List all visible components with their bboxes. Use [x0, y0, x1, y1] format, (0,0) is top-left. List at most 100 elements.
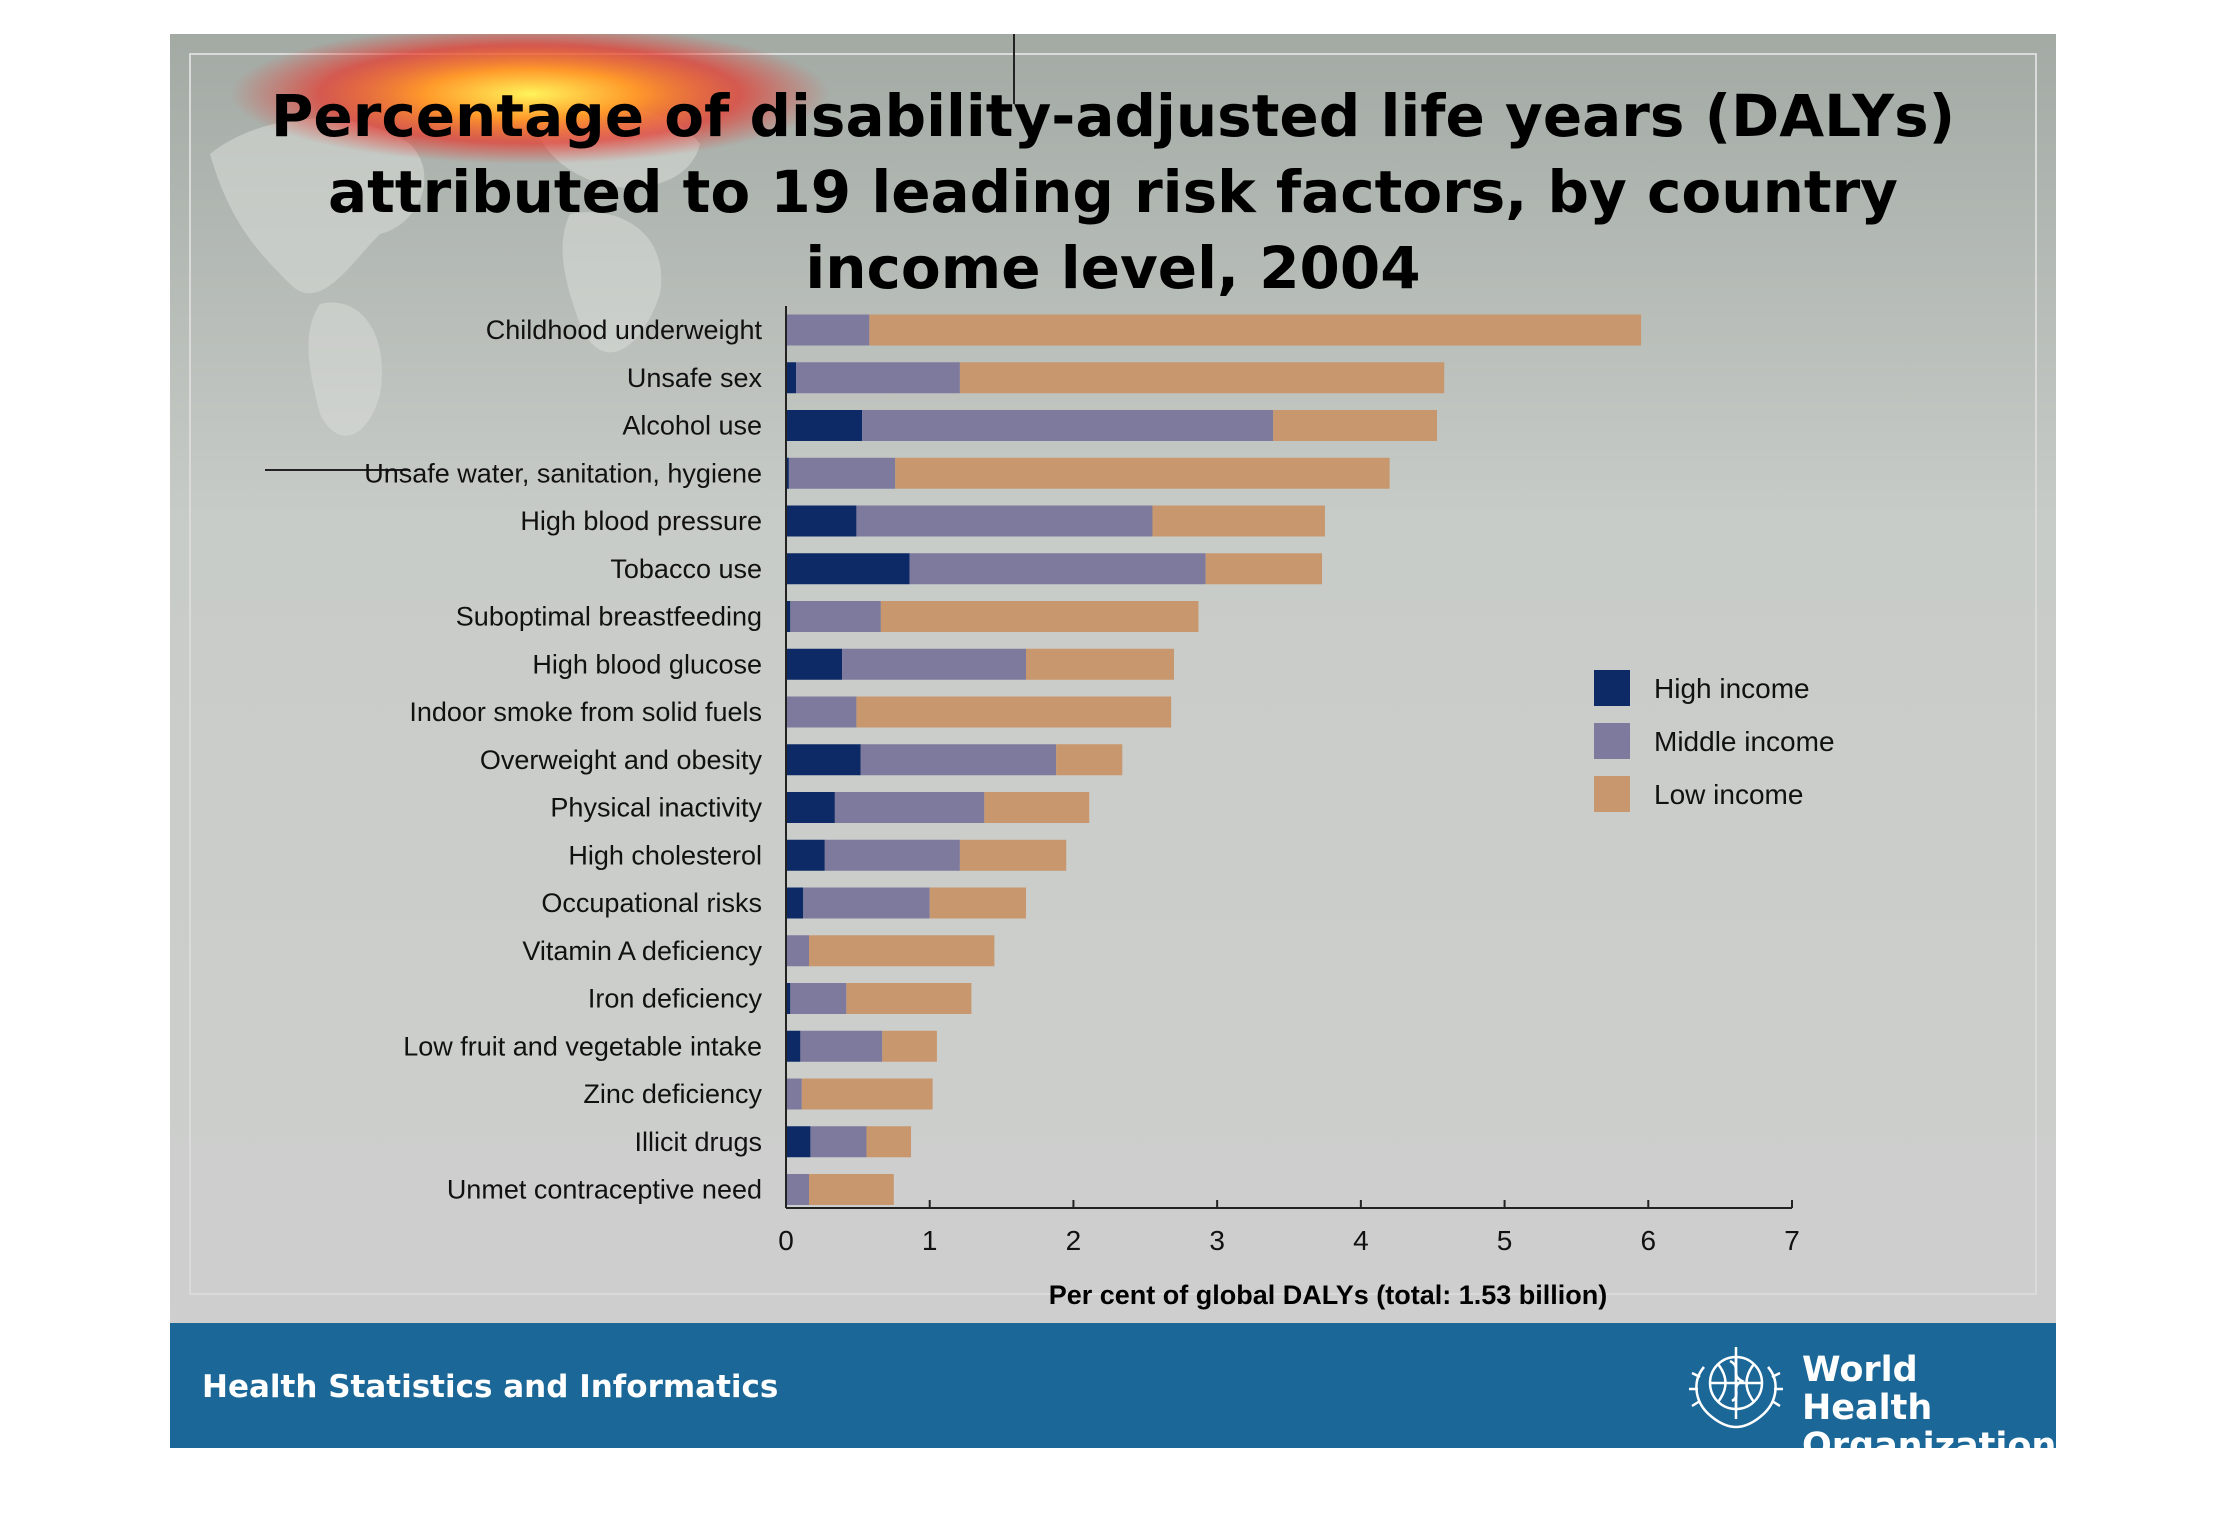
category-label: Indoor smoke from solid fuels [409, 697, 762, 727]
x-tick-label: 7 [1784, 1225, 1800, 1256]
title-line: attributed to 19 leading risk factors, b… [328, 158, 1898, 226]
category-label: Vitamin A deficiency [522, 936, 762, 966]
category-label: Physical inactivity [550, 793, 762, 823]
bar-low-income-iron-deficiency [846, 983, 972, 1014]
footer-bar: Health Statistics and Informatics World … [170, 1323, 2056, 1448]
bar-high-income-physical-inactivity [786, 792, 835, 823]
bar-high-income-unsafe-water-sanitation-hygiene [786, 457, 789, 489]
category-label: Occupational risks [541, 888, 762, 918]
bar-middle-income-unsafe-water-sanitation-hygiene [788, 457, 896, 489]
category-label: Unmet contraceptive need [447, 1175, 762, 1205]
category-labels: Childhood underweight Unsafe sex Alcohol u… [364, 315, 762, 1205]
stacked-bar-chart: Childhood underweight Unsafe sex Alcohol u… [364, 306, 1835, 1310]
bar-middle-income-vitamin-a-deficiency [786, 935, 809, 967]
bar-middle-income-overweight-and-obesity [860, 744, 1057, 776]
title-glow-decoration [230, 34, 830, 164]
who-name-text: World Health Organization [1802, 1351, 2056, 1448]
x-tick-label: 1 [922, 1225, 938, 1256]
bar-high-income-illicit-drugs [786, 1126, 811, 1158]
bar-middle-income-tobacco-use [909, 553, 1206, 585]
x-axis-ticks: 0 1 2 3 4 5 6 7 [778, 1200, 1800, 1256]
bar-low-income-physical-inactivity [984, 792, 1090, 823]
x-tick-label: 0 [778, 1225, 794, 1256]
chart-title: Percentage of disability-adjusted life y… [170, 78, 2056, 306]
bar-low-income-occupational-risks [929, 887, 1027, 919]
bar-low-income-high-blood-pressure [1152, 505, 1325, 537]
footer-department-text: Health Statistics and Informatics [202, 1369, 779, 1405]
legend-swatch-low-income [1594, 776, 1630, 812]
bar-low-income-alcohol-use [1273, 410, 1438, 441]
bar-low-income-vitamin-a-deficiency [808, 935, 995, 967]
category-label: Childhood underweight [486, 315, 763, 345]
bar-middle-income-alcohol-use [862, 410, 1274, 441]
x-tick-label: 4 [1353, 1225, 1369, 1256]
x-tick-label: 3 [1209, 1225, 1225, 1256]
bar-high-income-unsafe-sex [786, 362, 797, 394]
bars-group [786, 314, 1642, 1205]
bar-middle-income-illicit-drugs [810, 1126, 867, 1158]
who-emblem-icon [1689, 1347, 1783, 1429]
x-tick-label: 2 [1066, 1225, 1082, 1256]
category-label: Low fruit and vegetable intake [403, 1031, 762, 1061]
bar-low-income-illicit-drugs [866, 1126, 912, 1158]
category-label: Overweight and obesity [480, 745, 763, 775]
bar-high-income-high-cholesterol [786, 839, 825, 871]
bar-low-income-indoor-smoke-from-solid-fuels [856, 696, 1172, 728]
category-label: Suboptimal breastfeeding [456, 602, 762, 632]
bar-low-income-low-fruit-and-vegetable-intake [882, 1030, 937, 1062]
x-tick-label: 6 [1640, 1225, 1656, 1256]
bar-middle-income-high-blood-pressure [856, 505, 1153, 537]
bar-middle-income-physical-inactivity [834, 792, 985, 823]
bar-high-income-iron-deficiency [786, 983, 791, 1014]
legend-swatch-high-income [1594, 670, 1630, 706]
who-name-line: World Health [1802, 1350, 1933, 1428]
bar-middle-income-high-blood-glucose [842, 648, 1027, 680]
bar-high-income-overweight-and-obesity [786, 744, 861, 776]
bar-low-income-overweight-and-obesity [1056, 744, 1123, 776]
legend-label: Low income [1654, 779, 1803, 810]
bar-high-income-high-blood-glucose [786, 648, 843, 680]
bar-middle-income-suboptimal-breastfeeding [790, 601, 881, 632]
bar-high-income-tobacco-use [786, 553, 910, 585]
world-map-decoration [210, 104, 700, 436]
slide: Percentage of disability-adjusted life y… [170, 34, 2056, 1448]
category-label: Unsafe water, sanitation, hygiene [364, 458, 762, 488]
bar-middle-income-childhood-underweight [786, 314, 870, 346]
bar-high-income-occupational-risks [786, 887, 804, 919]
x-axis-label: Per cent of global DALYs (total: 1.53 bi… [1049, 1280, 1608, 1310]
category-label: Unsafe sex [627, 363, 763, 393]
bar-middle-income-high-cholesterol [824, 839, 960, 871]
bar-low-income-tobacco-use [1205, 553, 1323, 585]
title-line: Percentage of disability-adjusted life y… [270, 82, 1956, 150]
bar-middle-income-iron-deficiency [790, 983, 847, 1014]
bar-middle-income-indoor-smoke-from-solid-fuels [786, 696, 857, 728]
bar-high-income-low-fruit-and-vegetable-intake [786, 1030, 801, 1062]
legend-label: High income [1654, 673, 1810, 704]
legend-label: Middle income [1654, 726, 1835, 757]
bar-middle-income-zinc-deficiency [786, 1078, 802, 1110]
category-label: Alcohol use [622, 411, 762, 441]
bar-high-income-high-blood-pressure [786, 505, 857, 537]
bar-high-income-alcohol-use [786, 410, 863, 441]
bar-low-income-childhood-underweight [869, 314, 1642, 346]
category-label: Illicit drugs [634, 1127, 762, 1157]
bar-middle-income-unsafe-sex [796, 362, 960, 394]
bar-low-income-unsafe-water-sanitation-hygiene [895, 457, 1390, 489]
bar-low-income-unmet-contraceptive-need [808, 1174, 894, 1205]
bar-middle-income-low-fruit-and-vegetable-intake [800, 1030, 883, 1062]
category-label: Zinc deficiency [583, 1079, 762, 1109]
x-tick-label: 5 [1497, 1225, 1513, 1256]
bar-low-income-high-cholesterol [959, 839, 1067, 871]
category-label: High cholesterol [568, 840, 762, 870]
bar-low-income-suboptimal-breastfeeding [880, 601, 1199, 632]
category-label: Iron deficiency [588, 984, 763, 1014]
category-label: High blood glucose [532, 649, 762, 679]
category-label: Tobacco use [610, 554, 762, 584]
bar-low-income-high-blood-glucose [1026, 648, 1175, 680]
bar-low-income-unsafe-sex [959, 362, 1445, 394]
bar-middle-income-unmet-contraceptive-need [786, 1174, 809, 1205]
legend-swatch-middle-income [1594, 723, 1630, 759]
bar-high-income-suboptimal-breastfeeding [786, 601, 791, 632]
bar-middle-income-occupational-risks [803, 887, 930, 919]
bar-low-income-zinc-deficiency [801, 1078, 933, 1110]
